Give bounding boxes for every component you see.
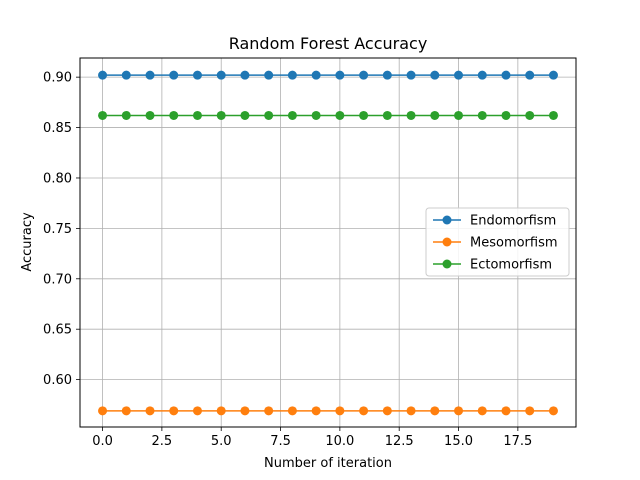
data-point xyxy=(192,406,202,416)
data-point xyxy=(501,110,511,120)
data-point xyxy=(335,406,345,416)
legend-label: Ectomorfism xyxy=(470,258,552,273)
data-point xyxy=(145,406,155,416)
y-tick-label: 0.85 xyxy=(43,121,72,136)
series-group xyxy=(98,70,558,416)
data-point xyxy=(525,70,535,80)
data-point xyxy=(98,406,108,416)
data-point xyxy=(454,110,464,120)
data-point xyxy=(311,70,321,80)
data-point xyxy=(121,110,131,120)
y-axis-label: Accuracy xyxy=(20,212,35,272)
data-point xyxy=(192,110,202,120)
y-tick-label: 0.75 xyxy=(43,222,72,237)
data-point xyxy=(287,70,297,80)
grid xyxy=(80,58,576,427)
data-point xyxy=(359,110,369,120)
data-point xyxy=(525,406,535,416)
data-point xyxy=(216,70,226,80)
x-tick-label: 12.5 xyxy=(385,434,414,449)
data-point xyxy=(382,406,392,416)
data-point xyxy=(264,406,274,416)
plot-frame xyxy=(79,57,577,428)
data-point xyxy=(335,110,345,120)
data-point xyxy=(98,70,108,80)
data-point xyxy=(359,406,369,416)
series-ectomorfism xyxy=(98,110,558,120)
data-point xyxy=(240,70,250,80)
data-point xyxy=(192,70,202,80)
x-tick-label: 17.5 xyxy=(503,434,532,449)
data-point xyxy=(501,406,511,416)
legend-marker xyxy=(442,259,452,269)
legend-marker xyxy=(442,215,452,225)
x-tick-label: 5.0 xyxy=(211,434,232,449)
legend: Endomorfism Mesomorfism Ectomorfism xyxy=(425,207,570,277)
data-point xyxy=(264,70,274,80)
data-point xyxy=(287,110,297,120)
legend-label: Mesomorfism xyxy=(470,236,558,251)
data-point xyxy=(311,406,321,416)
data-point xyxy=(406,70,416,80)
data-point xyxy=(477,406,487,416)
series-endomorfism xyxy=(98,70,558,80)
data-point xyxy=(454,70,464,80)
y-tick-label: 0.65 xyxy=(43,323,72,338)
data-point xyxy=(240,110,250,120)
legend-label: Endomorfism xyxy=(470,214,556,229)
data-point xyxy=(477,70,487,80)
data-point xyxy=(169,110,179,120)
legend-box xyxy=(425,207,570,277)
data-point xyxy=(216,110,226,120)
data-point xyxy=(525,110,535,120)
x-tick-label: 7.5 xyxy=(270,434,291,449)
data-point xyxy=(240,406,250,416)
data-point xyxy=(548,110,558,120)
data-point xyxy=(145,70,155,80)
data-point xyxy=(216,406,226,416)
y-tick-label: 0.60 xyxy=(43,373,72,388)
x-tick-label: 10.0 xyxy=(325,434,354,449)
x-axis-label: Number of iteration xyxy=(264,456,392,471)
data-point xyxy=(264,110,274,120)
x-axis: 0.0 2.5 5.0 7.5 10.0 12.5 15.0 17.5 xyxy=(92,427,532,449)
x-tick-label: 2.5 xyxy=(152,434,173,449)
data-point xyxy=(359,70,369,80)
data-point xyxy=(169,70,179,80)
data-point xyxy=(169,406,179,416)
data-point xyxy=(430,406,440,416)
data-point xyxy=(430,70,440,80)
data-point xyxy=(121,406,131,416)
data-point xyxy=(406,406,416,416)
data-point xyxy=(430,110,440,120)
data-point xyxy=(501,70,511,80)
legend-marker xyxy=(442,237,452,247)
x-tick-label: 0.0 xyxy=(92,434,113,449)
y-tick-label: 0.70 xyxy=(43,272,72,287)
data-point xyxy=(98,110,108,120)
chart-title: Random Forest Accuracy xyxy=(229,34,428,53)
y-axis: 0.60 0.65 0.70 0.75 0.80 0.85 0.90 xyxy=(43,71,80,388)
data-point xyxy=(548,406,558,416)
data-point xyxy=(335,70,345,80)
data-point xyxy=(477,110,487,120)
data-point xyxy=(548,70,558,80)
data-point xyxy=(406,110,416,120)
data-point xyxy=(311,110,321,120)
data-point xyxy=(287,406,297,416)
data-point xyxy=(382,110,392,120)
y-tick-label: 0.80 xyxy=(43,171,72,186)
data-point xyxy=(454,406,464,416)
y-tick-label: 0.90 xyxy=(43,71,72,86)
series-mesomorfism xyxy=(98,406,558,416)
data-point xyxy=(145,110,155,120)
x-tick-label: 15.0 xyxy=(444,434,473,449)
data-point xyxy=(382,70,392,80)
data-point xyxy=(121,70,131,80)
